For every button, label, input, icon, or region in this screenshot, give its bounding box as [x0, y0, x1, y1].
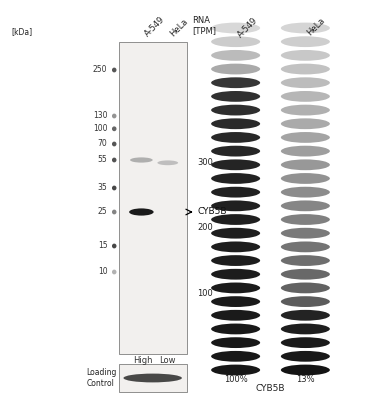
Ellipse shape — [281, 282, 330, 293]
Ellipse shape — [281, 296, 330, 307]
Ellipse shape — [112, 158, 116, 162]
Ellipse shape — [112, 244, 116, 248]
Ellipse shape — [281, 324, 330, 334]
Ellipse shape — [211, 351, 260, 362]
Text: CYB5B: CYB5B — [256, 384, 285, 393]
Ellipse shape — [281, 22, 330, 33]
Text: 70: 70 — [98, 140, 107, 148]
Text: Low: Low — [159, 356, 176, 365]
Ellipse shape — [281, 200, 330, 211]
Ellipse shape — [281, 255, 330, 266]
Text: High: High — [133, 356, 152, 365]
Ellipse shape — [281, 36, 330, 47]
Ellipse shape — [211, 324, 260, 334]
Ellipse shape — [211, 105, 260, 116]
Ellipse shape — [211, 296, 260, 307]
Ellipse shape — [281, 269, 330, 280]
Text: [kDa]: [kDa] — [11, 27, 32, 36]
Text: 100%: 100% — [224, 376, 247, 384]
Ellipse shape — [211, 214, 260, 225]
Bar — [119, 364, 187, 392]
Ellipse shape — [112, 114, 116, 118]
Ellipse shape — [112, 142, 116, 146]
Ellipse shape — [211, 242, 260, 252]
Text: 100: 100 — [197, 290, 213, 298]
Text: A-549: A-549 — [143, 14, 167, 38]
Ellipse shape — [281, 365, 330, 375]
Ellipse shape — [281, 159, 330, 170]
Ellipse shape — [112, 210, 116, 214]
Ellipse shape — [281, 50, 330, 61]
Ellipse shape — [281, 337, 330, 348]
Ellipse shape — [281, 146, 330, 156]
Ellipse shape — [211, 173, 260, 184]
Ellipse shape — [123, 374, 182, 382]
Ellipse shape — [281, 91, 330, 102]
Ellipse shape — [112, 186, 116, 190]
Ellipse shape — [211, 50, 260, 61]
Ellipse shape — [129, 208, 154, 216]
Ellipse shape — [112, 126, 116, 131]
Ellipse shape — [211, 282, 260, 293]
Text: 250: 250 — [93, 66, 107, 74]
Ellipse shape — [211, 200, 260, 211]
Text: HeLa: HeLa — [168, 16, 189, 38]
Ellipse shape — [112, 68, 116, 72]
Ellipse shape — [211, 228, 260, 238]
Ellipse shape — [211, 118, 260, 129]
Ellipse shape — [211, 91, 260, 102]
Text: Loading
Control: Loading Control — [86, 368, 117, 388]
Bar — [119, 42, 187, 354]
Ellipse shape — [211, 187, 260, 198]
Text: 10: 10 — [98, 268, 107, 276]
Ellipse shape — [281, 187, 330, 198]
Ellipse shape — [211, 159, 260, 170]
Text: 200: 200 — [197, 224, 213, 232]
Text: 55: 55 — [98, 156, 107, 164]
Ellipse shape — [281, 64, 330, 74]
Text: A-549: A-549 — [236, 16, 259, 40]
Ellipse shape — [211, 22, 260, 33]
Ellipse shape — [281, 132, 330, 143]
Ellipse shape — [211, 365, 260, 375]
Ellipse shape — [281, 118, 330, 129]
Text: 100: 100 — [93, 124, 107, 133]
Ellipse shape — [211, 337, 260, 348]
Ellipse shape — [158, 160, 178, 165]
Ellipse shape — [112, 270, 116, 274]
Ellipse shape — [211, 310, 260, 321]
Ellipse shape — [281, 242, 330, 252]
Ellipse shape — [211, 77, 260, 88]
Ellipse shape — [281, 214, 330, 225]
Text: RNA
[TPM]: RNA [TPM] — [192, 16, 216, 35]
Text: 130: 130 — [93, 112, 107, 120]
Ellipse shape — [211, 64, 260, 74]
Ellipse shape — [281, 173, 330, 184]
Ellipse shape — [281, 228, 330, 238]
Ellipse shape — [281, 310, 330, 321]
Ellipse shape — [211, 269, 260, 280]
Ellipse shape — [211, 36, 260, 47]
Ellipse shape — [211, 132, 260, 143]
Text: HeLa: HeLa — [305, 16, 327, 38]
Ellipse shape — [130, 157, 153, 163]
Text: 300: 300 — [197, 158, 213, 167]
Text: 15: 15 — [98, 242, 107, 250]
Ellipse shape — [211, 255, 260, 266]
Ellipse shape — [281, 105, 330, 116]
Text: 35: 35 — [98, 184, 107, 192]
Text: 25: 25 — [98, 208, 107, 216]
Text: CYB5B: CYB5B — [198, 208, 227, 216]
Ellipse shape — [281, 77, 330, 88]
Text: 13%: 13% — [296, 376, 315, 384]
Ellipse shape — [281, 351, 330, 362]
Ellipse shape — [211, 146, 260, 156]
